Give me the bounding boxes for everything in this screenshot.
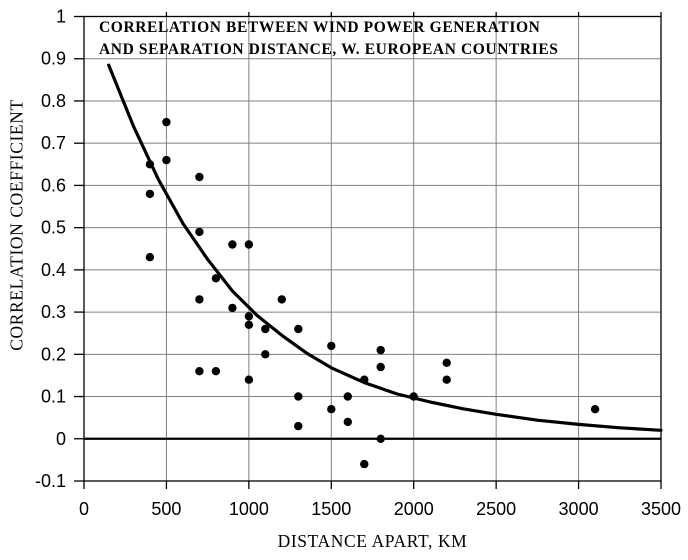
- x-axis-title: DISTANCE APART, KM: [277, 531, 468, 551]
- x-tick-label: 3500: [641, 499, 681, 519]
- data-point: [211, 367, 221, 376]
- y-tick-label: 0.9: [41, 49, 66, 69]
- data-point: [228, 240, 237, 249]
- data-point: [145, 189, 155, 199]
- data-point: [277, 295, 286, 304]
- data-point: [145, 253, 155, 262]
- data-point: [294, 392, 303, 401]
- data-point: [244, 320, 254, 329]
- y-tick-label: 0.6: [41, 175, 66, 195]
- y-tick-label: 0.3: [41, 302, 66, 322]
- y-tick-label: -0.1: [35, 471, 66, 491]
- chart-title: CORRELATION BETWEEN WIND POWER GENERATIO…: [99, 17, 559, 61]
- data-point: [145, 160, 155, 169]
- data-point: [360, 459, 369, 469]
- x-tick-label: 2000: [394, 499, 434, 519]
- data-point: [244, 312, 254, 321]
- data-point: [590, 405, 600, 414]
- data-point: [376, 434, 385, 443]
- x-tick-label: 2500: [476, 499, 516, 519]
- chart-title-line1: CORRELATION BETWEEN WIND POWER GENERATIO…: [99, 19, 541, 36]
- data-point: [442, 375, 451, 384]
- data-point: [195, 172, 204, 182]
- data-point: [409, 392, 418, 401]
- data-point: [261, 324, 270, 334]
- data-point: [261, 350, 270, 359]
- data-point: [376, 345, 385, 355]
- chart-title-line2: AND SEPARATION DISTANCE, W. EUROPEAN COU…: [99, 41, 559, 58]
- data-point: [360, 375, 369, 384]
- plot-border: [83, 15, 662, 482]
- data-point: [211, 274, 221, 283]
- y-tick-label: 0.1: [41, 387, 66, 407]
- fit-curve: [107, 63, 663, 432]
- y-tick-label: 1: [56, 7, 66, 27]
- data-point: [442, 358, 451, 367]
- x-tick-label: 3000: [559, 499, 599, 519]
- data-point: [244, 375, 254, 384]
- y-tick-label: 0.8: [41, 91, 66, 111]
- data-point: [162, 117, 171, 127]
- data-point: [327, 341, 336, 351]
- data-point: [343, 392, 352, 401]
- data-point: [244, 240, 254, 249]
- data-point: [195, 295, 204, 304]
- y-tick-label: 0.5: [41, 218, 66, 238]
- x-tick-label: 500: [151, 499, 181, 519]
- x-tick-label: 1500: [311, 499, 351, 519]
- data-point: [294, 324, 303, 334]
- data-point: [162, 155, 171, 165]
- y-tick-label: 0: [56, 429, 66, 449]
- data-point: [376, 362, 385, 372]
- data-point: [327, 405, 336, 414]
- x-tick-label: 1000: [229, 499, 269, 519]
- y-tick-label: 0.2: [41, 344, 66, 364]
- y-axis-title: CORRELATION COEFFICIENT: [6, 99, 27, 351]
- data-point: [195, 367, 204, 376]
- data-point: [294, 421, 303, 431]
- y-tick-label: 0.4: [41, 260, 66, 280]
- y-tick-label: 0.7: [41, 133, 66, 153]
- data-point: [195, 227, 204, 237]
- x-tick-label: 0: [79, 499, 89, 519]
- data-point: [228, 303, 237, 313]
- data-point: [343, 417, 352, 427]
